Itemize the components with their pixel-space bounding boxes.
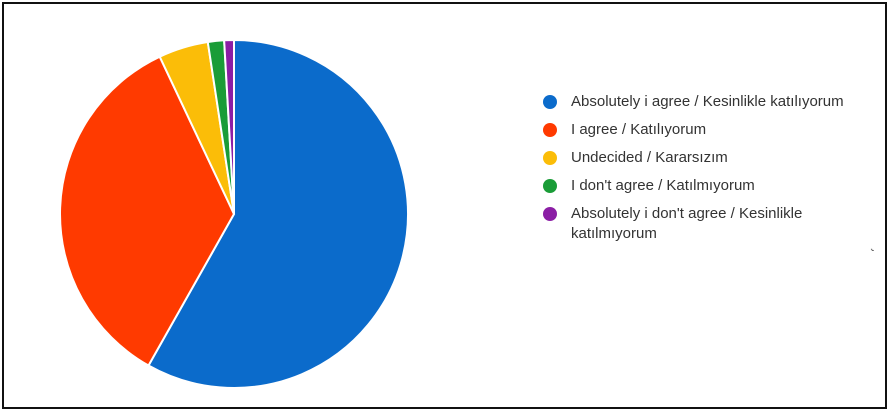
- chart-frame: Absolutely i agree / Kesinlikle katılıyo…: [2, 2, 887, 409]
- legend-swatch-1: [543, 95, 557, 109]
- legend-swatch-4: [543, 179, 557, 193]
- pie-chart: [59, 38, 409, 389]
- legend-label-2: I agree / Katılıyorum: [571, 121, 707, 138]
- legend-swatch-3: [543, 151, 557, 165]
- legend-item-3: Undecided / Kararsızım: [541, 148, 871, 168]
- legend-label-3: Undecided / Kararsızım: [571, 149, 728, 166]
- legend-item-2: I agree / Katılıyorum: [541, 120, 871, 140]
- legend-more-indicator: ˞: [871, 244, 875, 256]
- pie-slice-1: [147, 38, 409, 389]
- legend-item-1: Absolutely i agree / Kesinlikle katılıyo…: [541, 92, 871, 112]
- legend-label-4: I don't agree / Katılmıyorum: [571, 177, 755, 194]
- pie-slice-5: [223, 38, 235, 215]
- legend: Absolutely i agree / Kesinlikle katılıyo…: [541, 92, 871, 252]
- legend-item-4: I don't agree / Katılmıyorum: [541, 176, 871, 196]
- legend-label-1: Absolutely i agree / Kesinlikle katılıyo…: [571, 93, 844, 110]
- legend-label-5: Absolutely i don't agree / Kesinlikle ka…: [571, 205, 803, 242]
- legend-item-5: Absolutely i don't agree / Kesinlikle ka…: [541, 204, 871, 244]
- legend-swatch-2: [543, 123, 557, 137]
- pie-slice-2: [59, 55, 236, 367]
- legend-swatch-5: [543, 207, 557, 221]
